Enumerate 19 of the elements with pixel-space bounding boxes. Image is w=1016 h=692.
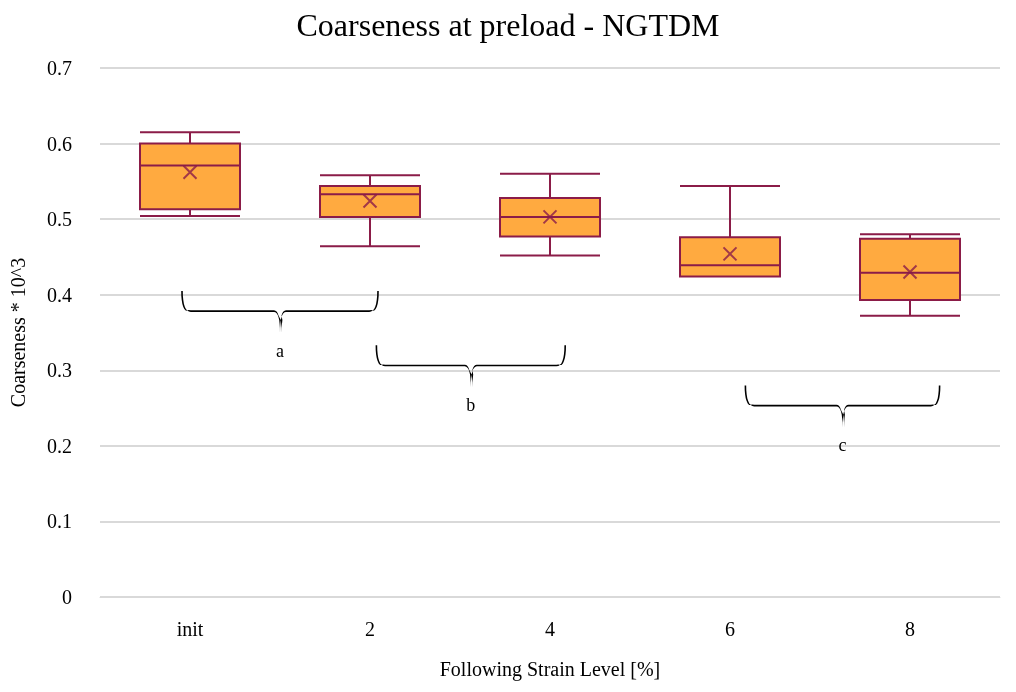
y-tick-label: 0.4 [47, 283, 72, 306]
x-tick-label: 8 [905, 618, 915, 640]
annotation: a [276, 340, 284, 361]
chart-title: Coarseness at preload - NGTDM [296, 7, 720, 43]
y-axis-title: Coarseness * 10^3 [7, 257, 29, 408]
y-tick-label: 0.5 [47, 208, 72, 231]
y-tick-label: 0.6 [47, 132, 72, 155]
x-tick-label: 4 [545, 618, 555, 640]
y-tick-label: 0.3 [47, 359, 72, 382]
x-tick-label: 6 [725, 618, 735, 640]
y-tick-label: 0 [62, 586, 72, 608]
x-tick-label: 2 [365, 618, 375, 640]
y-tick-label: 0.2 [47, 434, 72, 457]
y-tick-label: 0.7 [47, 57, 72, 79]
annotation: c [838, 435, 847, 456]
x-tick-label: init [176, 618, 204, 640]
y-tick-label: 0.1 [47, 510, 72, 533]
x-axis-title: Following Strain Level [%] [439, 658, 661, 681]
annotation: b [466, 395, 476, 416]
